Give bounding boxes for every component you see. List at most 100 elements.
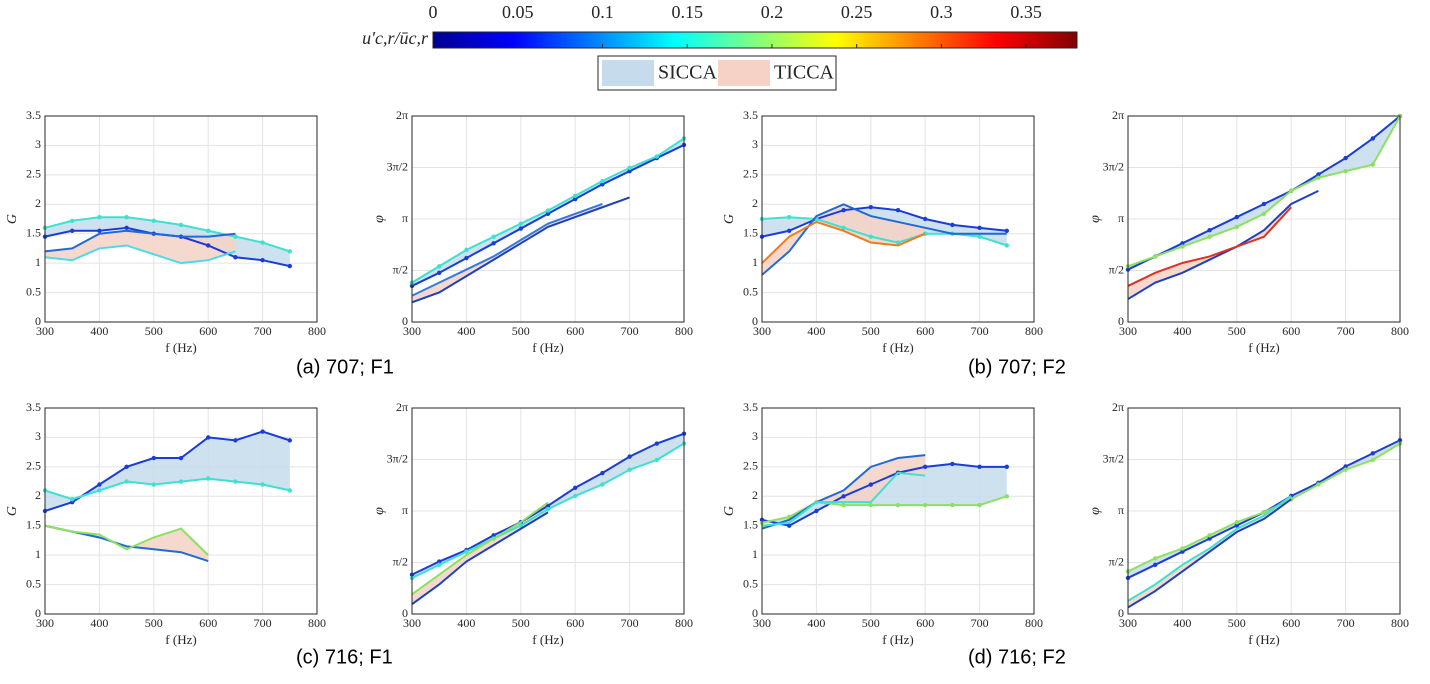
y-tick-label: 2π (396, 400, 408, 414)
band (45, 431, 290, 511)
point (841, 225, 846, 231)
x-tick-label: 300 (1119, 616, 1137, 630)
legend-label: TICCA (774, 62, 835, 84)
point (977, 234, 982, 239)
y-tick-label: π (402, 503, 408, 517)
subplot: 300 400 500 600 700 800 0 0.5 1 1.5 2 2.5 3 3.5 f (Hz)… (5, 400, 326, 647)
series-line (1127, 115, 1401, 268)
y-tick-label: 2.5 (26, 167, 41, 181)
series-line (44, 229, 236, 253)
y-tick-label: 1.5 (26, 225, 41, 239)
point (545, 503, 551, 509)
y-tick-label: 3 (752, 429, 758, 443)
y-axis-label: φ (372, 507, 387, 515)
point (1004, 494, 1009, 499)
legend-swatch (602, 60, 654, 86)
x-tick-label: 300 (753, 324, 771, 338)
point (97, 482, 102, 487)
point (491, 533, 496, 538)
series-line (411, 196, 630, 304)
axes-box (411, 407, 685, 615)
point (787, 523, 792, 528)
colorbar-tick-label: 0.25 (841, 2, 873, 22)
colorbar-tick-label: 0.3 (930, 2, 953, 22)
y-axis-label: φ (372, 215, 387, 223)
caption: (b) 707; F2 (968, 356, 1066, 378)
point (287, 263, 292, 269)
point (124, 215, 129, 220)
point (124, 464, 129, 470)
point (573, 196, 578, 202)
point (600, 178, 605, 184)
y-tick-label: 1.5 (743, 517, 758, 531)
point (1207, 533, 1212, 538)
point (545, 208, 551, 213)
axes-box (761, 115, 1035, 323)
y-tick-label: π (402, 211, 408, 225)
x-tick-label: 600 (566, 324, 584, 338)
y-tick-label: 1.5 (743, 225, 758, 239)
colorbar-tick-label: 0.35 (1010, 2, 1042, 22)
y-tick-label: 2 (752, 488, 758, 502)
x-tick-label: 800 (675, 324, 693, 338)
point (600, 470, 605, 476)
x-tick-label: 700 (1337, 616, 1355, 630)
point (464, 247, 469, 253)
point (491, 241, 496, 246)
point (923, 216, 928, 222)
point (206, 476, 211, 481)
x-tick-label: 400 (1173, 616, 1191, 630)
point (437, 264, 442, 269)
point (654, 441, 659, 446)
series-line (761, 216, 1008, 247)
subplot: 300 400 500 600 700 800 0 0.5 1 1.5 2 2.5 3 3.5 f (Hz)… (722, 400, 1043, 647)
colorbar (432, 31, 1078, 49)
band (1128, 203, 1292, 300)
axes-box (411, 115, 685, 323)
y-tick-label: 0.5 (26, 576, 41, 590)
point (573, 485, 578, 490)
point (437, 270, 442, 276)
point (841, 207, 846, 213)
y-tick-label: 0 (402, 314, 408, 328)
series-line (761, 462, 1007, 527)
y-tick-label: 0 (1118, 314, 1124, 328)
x-axis-label: f (Hz) (882, 632, 913, 647)
x-tick-label: 700 (1337, 324, 1355, 338)
point (814, 508, 819, 514)
point (895, 240, 901, 245)
point (1207, 227, 1212, 233)
caption: (c) 716; F1 (296, 646, 393, 668)
point (1234, 523, 1240, 528)
point (1180, 241, 1185, 246)
series-line (44, 524, 209, 556)
x-tick-label: 300 (36, 324, 54, 338)
point (260, 482, 265, 487)
y-tick-label: 0 (402, 606, 408, 620)
y-axis-label: φ (1088, 215, 1103, 223)
point (97, 228, 102, 233)
series-line (1127, 498, 1292, 609)
band (762, 204, 926, 275)
point (518, 221, 523, 226)
x-tick-label: 300 (403, 324, 421, 338)
subplot: 300 400 500 600 700 800 0 π/2 π 3π/2 2π f (Hz) φ (1088, 400, 1409, 647)
x-tick-label: 600 (199, 616, 217, 630)
colorbar-tick-label: 0.1 (591, 2, 614, 22)
y-tick-label: 3π/2 (1103, 451, 1124, 465)
point (573, 193, 578, 198)
x-tick-label: 600 (916, 324, 934, 338)
point (70, 218, 75, 223)
point (518, 523, 523, 528)
y-tick-label: 2 (35, 196, 41, 210)
y-tick-label: 2.5 (743, 459, 758, 473)
point (950, 222, 955, 228)
point (1207, 234, 1212, 239)
point (545, 506, 551, 512)
caption: (a) 707; F1 (296, 356, 394, 378)
point (787, 215, 792, 220)
x-tick-label: 400 (457, 324, 475, 338)
x-tick-label: 600 (1282, 616, 1300, 630)
x-tick-label: 700 (254, 616, 272, 630)
x-tick-label: 600 (916, 616, 934, 630)
